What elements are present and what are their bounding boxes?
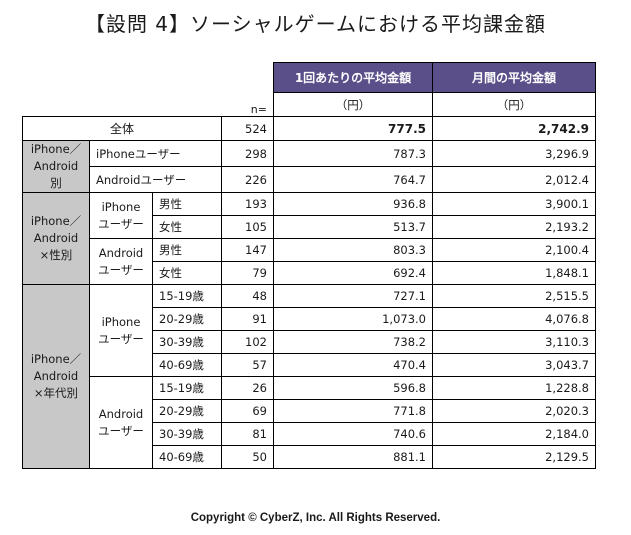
cell-per-purchase: 596.8 xyxy=(273,376,433,400)
table-row: Android ユーザー 男性 147 803.3 2,100.4 xyxy=(23,238,596,285)
cell-per-purchase: 470.4 xyxy=(273,353,433,377)
cell-monthly: 2,184.0 xyxy=(432,422,596,446)
row-label: 30-39歳 xyxy=(152,330,222,354)
cell-monthly: 3,043.7 xyxy=(432,353,596,377)
cell-per-purchase: 787.3 xyxy=(273,140,433,167)
table-row: 女性 79 692.4 1,848.1 xyxy=(23,261,596,285)
unit-per-purchase: （円） xyxy=(273,92,433,117)
table-row: Androidユーザー 226 764.7 2,012.4 xyxy=(23,166,596,193)
subgroup-label: iPhone ユーザー xyxy=(89,192,153,239)
row-label: 15-19歳 xyxy=(152,284,222,308)
survey-table: n= 1回あたりの平均金額 月間の平均金額 （円） （円） 全体 524 777… xyxy=(22,62,596,469)
row-label: 女性 xyxy=(152,215,222,239)
row-label: 20-29歳 xyxy=(152,307,222,331)
cell-monthly: 1,848.1 xyxy=(432,261,596,285)
cell-n: 91 xyxy=(221,307,274,331)
group-label-os: iPhone／Android別 xyxy=(22,140,90,193)
cell-monthly: 2,020.3 xyxy=(432,399,596,423)
row-label: 女性 xyxy=(152,261,222,285)
n-header: n= xyxy=(221,62,274,117)
cell-per-purchase: 692.4 xyxy=(273,261,433,285)
cell-monthly: 3,900.1 xyxy=(432,192,596,216)
group-label-age: iPhone／Android ×年代別 xyxy=(22,284,90,469)
group-label-gender: iPhone／Android ×性別 xyxy=(22,192,90,285)
subgroup-label: iPhone ユーザー xyxy=(89,284,153,377)
cell-per-purchase: 771.8 xyxy=(273,399,433,423)
table-row: iPhone／Android ×性別 iPhone ユーザー 男性 193 93… xyxy=(22,192,596,285)
cell-monthly: 2,100.4 xyxy=(432,238,596,262)
cell-per-purchase: 727.1 xyxy=(273,284,433,308)
table-row: Android ユーザー 15-19歳 26 596.8 1,228.8 xyxy=(23,376,596,469)
cell-per-purchase: 513.7 xyxy=(273,215,433,239)
cell-per-purchase: 803.3 xyxy=(273,238,433,262)
unit-monthly: （円） xyxy=(432,92,596,117)
cell-monthly: 1,228.8 xyxy=(432,376,596,400)
table-row: 30-39歳 81 740.6 2,184.0 xyxy=(23,422,596,446)
row-label: 40-69歳 xyxy=(152,445,222,469)
cell-n: 57 xyxy=(221,353,274,377)
table-row: 40-69歳 50 881.1 2,129.5 xyxy=(23,445,596,469)
cell-per-purchase: 881.1 xyxy=(273,445,433,469)
table-row: 女性 105 513.7 2,193.2 xyxy=(23,215,596,239)
table-row-total: 全体 524 777.5 2,742.9 xyxy=(22,116,596,141)
cell-per-purchase: 764.7 xyxy=(273,166,433,193)
row-label: 15-19歳 xyxy=(152,376,222,400)
cell-monthly: 2,012.4 xyxy=(432,166,596,193)
cell-n: 26 xyxy=(221,376,274,400)
cell-per-purchase: 740.6 xyxy=(273,422,433,446)
cell-monthly: 3,110.3 xyxy=(432,330,596,354)
col-header-per-purchase: 1回あたりの平均金額 xyxy=(273,62,433,93)
cell-monthly: 2,193.2 xyxy=(432,215,596,239)
table-row: 40-69歳 57 470.4 3,043.7 xyxy=(23,353,596,377)
cell-n: 298 xyxy=(221,140,274,167)
table-row: iPhone／Android別 iPhoneユーザー 298 787.3 3,2… xyxy=(22,140,596,193)
row-label: 40-69歳 xyxy=(152,353,222,377)
row-label: 30-39歳 xyxy=(152,422,222,446)
cell-n: 147 xyxy=(221,238,274,262)
cell-per-purchase: 1,073.0 xyxy=(273,307,433,331)
subgroup-label: Android ユーザー xyxy=(89,238,153,285)
cell-n: 193 xyxy=(221,192,274,216)
table-row: iPhone／Android ×年代別 iPhone ユーザー 15-19歳 4… xyxy=(22,284,596,469)
col-header-monthly: 月間の平均金額 xyxy=(432,62,596,93)
row-label: 男性 xyxy=(152,192,222,216)
cell-monthly: 2,515.5 xyxy=(432,284,596,308)
cell-per-purchase: 936.8 xyxy=(273,192,433,216)
cell-n: 102 xyxy=(221,330,274,354)
unit-row: （円） （円） xyxy=(23,92,596,117)
cell-n: 48 xyxy=(221,284,274,308)
row-label: iPhoneユーザー xyxy=(89,140,222,167)
table-row: 20-29歳 69 771.8 2,020.3 xyxy=(23,399,596,423)
row-label: 男性 xyxy=(152,238,222,262)
cell-n: 105 xyxy=(221,215,274,239)
cell-n: 79 xyxy=(221,261,274,285)
copyright-notice: Copyright © CyberZ, Inc. All Rights Rese… xyxy=(190,512,441,524)
table-row: 30-39歳 102 738.2 3,110.3 xyxy=(23,330,596,354)
cell-per-purchase: 738.2 xyxy=(273,330,433,354)
row-label: 20-29歳 xyxy=(152,399,222,423)
cell-n: 69 xyxy=(221,399,274,423)
cell-monthly: 2,129.5 xyxy=(432,445,596,469)
row-label: Androidユーザー xyxy=(89,166,222,193)
cell-monthly: 4,076.8 xyxy=(432,307,596,331)
total-label: 全体 xyxy=(22,116,222,141)
total-monthly: 2,742.9 xyxy=(432,116,596,141)
table-row: 20-29歳 91 1,073.0 4,076.8 xyxy=(23,307,596,331)
total-n: 524 xyxy=(221,116,274,141)
header-row: n= 1回あたりの平均金額 月間の平均金額 xyxy=(23,62,596,117)
page-title: 【設問 4】ソーシャルゲームにおける平均課金額 xyxy=(84,12,547,36)
subgroup-label: Android ユーザー xyxy=(89,376,153,469)
cell-monthly: 3,296.9 xyxy=(432,140,596,167)
cell-n: 81 xyxy=(221,422,274,446)
cell-n: 50 xyxy=(221,445,274,469)
cell-n: 226 xyxy=(221,166,274,193)
total-per-purchase: 777.5 xyxy=(273,116,433,141)
